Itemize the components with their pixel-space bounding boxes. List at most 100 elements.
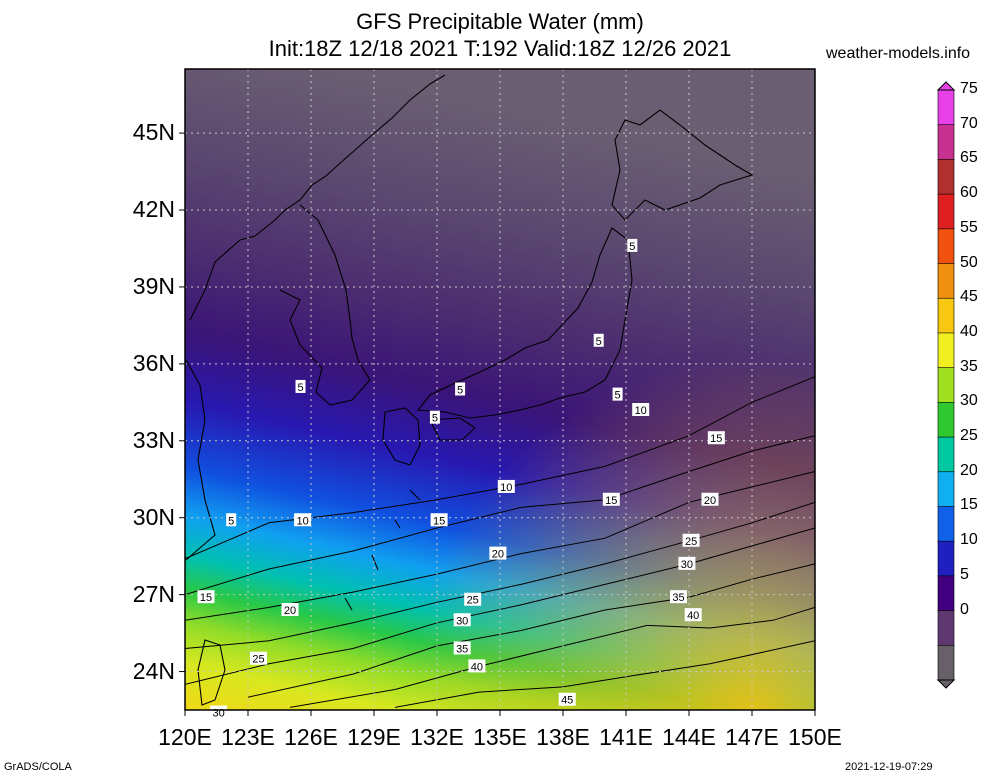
axis-ticks: [179, 132, 816, 716]
contour-label-bg: [612, 387, 623, 401]
contour-label-bg: [455, 382, 466, 396]
contour-label-bg: [627, 238, 638, 252]
contour-label-text: 10: [296, 515, 308, 527]
lat-label: 30N: [132, 503, 175, 530]
coastlines: [185, 74, 754, 706]
contour-label: 40: [684, 608, 702, 622]
contour-label-bg: [295, 379, 306, 393]
colorbar-swatch: [937, 644, 955, 681]
contour-label-text: 15: [433, 515, 445, 527]
contour-label-text: 10: [635, 405, 647, 417]
map-subtitle: Init:18Z 12/18 2021 T:192 Valid:18Z 12/2…: [268, 36, 732, 61]
contour-label-text: 15: [710, 433, 722, 445]
colorbar-swatch: [937, 263, 955, 300]
contour-label: 40: [468, 659, 486, 673]
contour-label: 10: [497, 479, 515, 494]
lon-label: 123E: [221, 724, 275, 750]
hokkaido-coast: [611, 109, 754, 221]
colorbar-label: 55: [960, 218, 978, 236]
korea-coast: [279, 204, 371, 406]
kyushu-coast: [382, 407, 421, 466]
taiwan-coast: [197, 639, 226, 706]
contour-label-bg: [593, 333, 604, 347]
lon-label: 144E: [662, 724, 716, 750]
colorbar-label: 10: [960, 531, 978, 549]
contour-label: 35: [670, 590, 687, 604]
contour-label-text: 5: [228, 515, 234, 527]
contour-label-text: 30: [456, 615, 468, 627]
lat-label: 42N: [132, 196, 175, 223]
colorbar-swatch: [937, 124, 955, 161]
contour-label-text: 20: [492, 549, 504, 561]
colorbar-swatch: [937, 228, 955, 265]
colorbar-min-arrow: [936, 679, 956, 689]
colorbar-label: 75: [960, 80, 978, 97]
contour-label-text: 20: [704, 495, 716, 507]
colorbar-label: 5: [960, 565, 969, 583]
contour-line: [185, 471, 815, 621]
colorbar-swatch: [937, 540, 955, 577]
contour-label-text: 5: [629, 241, 635, 253]
contour-label-bg: [678, 556, 696, 570]
contour-label-bg: [707, 431, 725, 445]
contour-label-bg: [429, 410, 440, 424]
contour-label: 5: [627, 238, 638, 253]
colorbar-swatch: [937, 89, 955, 126]
lat-label: 39N: [132, 272, 175, 299]
colorbar-swatch: [937, 332, 955, 369]
contour-label-bg: [497, 479, 515, 493]
lon-label: 138E: [536, 724, 590, 750]
contour-label-text: 10: [500, 482, 512, 494]
colorbar-label: 0: [960, 600, 969, 618]
contour-label-text: 5: [596, 336, 602, 348]
contour-label: 45: [558, 692, 576, 707]
lon-label: 132E: [410, 724, 464, 750]
lat-label: 45N: [132, 119, 175, 146]
china-east-coast: [185, 359, 216, 561]
colorbar-swatch: [937, 506, 955, 542]
contour-label: 10: [632, 403, 650, 417]
contour-label-bg: [632, 403, 650, 417]
lon-label: 120E: [158, 724, 212, 750]
contour-label: 5: [455, 382, 466, 397]
lon-label: 126E: [284, 724, 338, 750]
colorbar-label: 65: [960, 149, 978, 167]
contour-label: 5: [429, 410, 440, 425]
lon-label: 150E: [788, 724, 842, 750]
contour-label-bg: [430, 513, 448, 527]
colorbar-swatch: [937, 193, 955, 230]
contour-label: 5: [593, 333, 604, 348]
contour-label: 30: [210, 705, 228, 720]
colorbar-label: 40: [960, 322, 978, 340]
ryukyu-islands: [344, 489, 421, 611]
contour-label-bg: [226, 513, 237, 527]
colorbar-label: 25: [960, 427, 978, 445]
contour-label-bg: [453, 641, 471, 655]
contour-label-bg: [250, 651, 267, 665]
contour-label: 25: [464, 592, 482, 607]
contour-label-bg: [464, 592, 482, 606]
colorbar-swatch: [937, 610, 955, 647]
contour-line: [185, 501, 815, 649]
contour-label-text: 40: [471, 661, 483, 673]
colorbar-label: 60: [960, 184, 978, 202]
colorbar-swatch: [937, 159, 955, 195]
contour-label-bg: [281, 603, 299, 617]
contour-label-bg: [682, 533, 700, 547]
contour-label: 5: [295, 379, 306, 394]
colorbar-label: 15: [960, 496, 978, 514]
contour-label-text: 5: [432, 413, 438, 425]
lon-label: 141E: [599, 724, 653, 750]
contour-label-bg: [453, 613, 471, 627]
contour-label: 30: [678, 556, 696, 571]
contour-label: 25: [250, 651, 267, 666]
contour-line: [185, 435, 815, 596]
colorbar-swatch: [937, 297, 955, 334]
contour-label-text: 25: [685, 536, 697, 548]
lat-label: 33N: [132, 426, 175, 453]
colorbar-label: 50: [960, 253, 978, 271]
colorbar-label: 20: [960, 461, 978, 479]
contour-label-text: 25: [467, 595, 479, 607]
colorbar-swatch: [937, 436, 955, 473]
contour-label-bg: [210, 705, 228, 719]
